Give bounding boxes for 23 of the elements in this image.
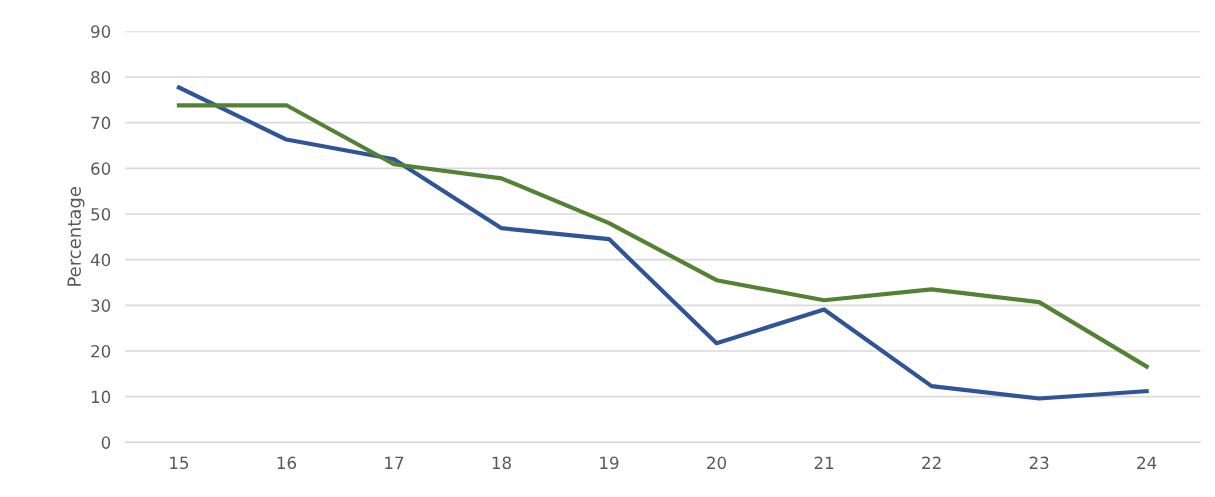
y-tick-label: 70 <box>91 116 111 130</box>
x-tick-label: 16 <box>277 456 296 470</box>
y-tick-label: 80 <box>91 70 111 84</box>
x-tick-label: 23 <box>1029 456 1049 470</box>
y-tick-label: 50 <box>91 207 111 221</box>
line-series <box>176 85 1149 401</box>
y-tick-label: 20 <box>91 344 111 358</box>
y-tick-label: 30 <box>91 299 111 312</box>
x-tick-label: 24 <box>1137 456 1157 469</box>
y-tick-label: 0 <box>101 436 111 449</box>
y-axis-title: Percentage <box>67 187 85 286</box>
x-tick-label: 21 <box>814 456 834 469</box>
x-tick-label: 19 <box>600 456 619 470</box>
x-tick-label: 15 <box>170 456 189 470</box>
y-tick-label: 10 <box>91 390 111 404</box>
y-tick-label: 40 <box>90 253 111 267</box>
line-series <box>176 103 1149 369</box>
y-tick-label: 60 <box>91 162 111 175</box>
x-tick-label: 18 <box>492 456 511 470</box>
y-tick-label: 90 <box>91 25 111 38</box>
x-tick-label: 22 <box>922 456 941 469</box>
x-tick-label: 17 <box>385 456 404 469</box>
x-tick-label: 20 <box>707 456 727 470</box>
